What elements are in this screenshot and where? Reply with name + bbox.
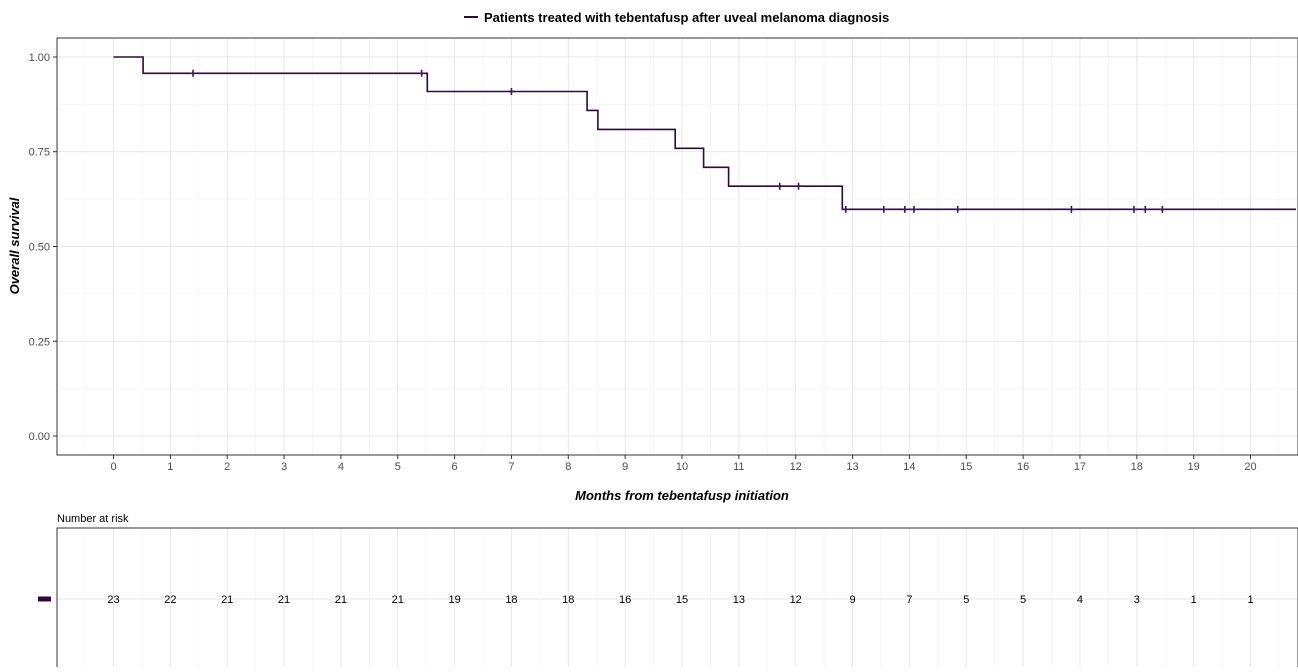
censor-mark: [901, 205, 909, 213]
x-tick-label: 7: [508, 461, 514, 473]
y-axis-title: Overall survival: [7, 197, 22, 294]
at-risk-count: 4: [1077, 594, 1083, 606]
censor-mark: [1130, 205, 1138, 213]
strata-color-key: [38, 596, 51, 602]
at-risk-count: 23: [107, 594, 119, 606]
at-risk-count: 7: [906, 594, 912, 606]
x-tick-label: 18: [1131, 461, 1143, 473]
at-risk-count: 5: [1020, 594, 1026, 606]
censor-mark: [1158, 205, 1166, 213]
x-tick-label: 20: [1244, 461, 1256, 473]
x-tick-label: 14: [903, 461, 915, 473]
at-risk-count: 5: [963, 594, 969, 606]
y-tick-label: 0.75: [29, 147, 50, 159]
risk-table-title: Number at risk: [57, 513, 129, 525]
x-tick-label: 17: [1074, 461, 1086, 473]
censor-mark: [1067, 205, 1075, 213]
at-risk-count: 9: [849, 594, 855, 606]
censor-mark: [1141, 205, 1149, 213]
at-risk-count: 21: [221, 594, 233, 606]
censor-mark: [776, 182, 784, 190]
at-risk-count: 16: [619, 594, 631, 606]
legend-label: Patients treated with tebentafusp after …: [484, 10, 889, 25]
x-tick-label: 0: [110, 461, 116, 473]
censor-mark: [507, 87, 515, 95]
at-risk-count: 3: [1134, 594, 1140, 606]
at-risk-count: 18: [505, 594, 517, 606]
at-risk-count: 1: [1247, 594, 1253, 606]
x-tick-label: 2: [224, 461, 230, 473]
legend: Patients treated with tebentafusp after …: [464, 10, 889, 25]
x-tick-label: 10: [676, 461, 688, 473]
x-tick-label: 1: [167, 461, 173, 473]
censor-mark: [795, 182, 803, 190]
censor-mark: [842, 205, 850, 213]
at-risk-count: 13: [733, 594, 745, 606]
censor-mark: [954, 205, 962, 213]
x-tick-label: 3: [281, 461, 287, 473]
censor-mark: [910, 205, 918, 213]
x-tick-label: 16: [1017, 461, 1029, 473]
x-tick-label: 12: [790, 461, 802, 473]
y-tick-label: 0.00: [29, 431, 50, 443]
risk-table-background: [57, 528, 1298, 669]
at-risk-count: 19: [448, 594, 460, 606]
y-tick-label: 0.25: [29, 336, 50, 348]
at-risk-count: 22: [164, 594, 176, 606]
y-tick-label: 0.50: [29, 242, 50, 254]
x-tick-label: 5: [395, 461, 401, 473]
survival-panel: 0 1 2 3 4 5 6 7 8 9 10 11 12 13 14 15 16 17 18 19 200.000.25…: [29, 37, 1298, 473]
x-tick-label: 19: [1188, 461, 1200, 473]
at-risk-count: 18: [562, 594, 574, 606]
at-risk-count: 1: [1191, 594, 1197, 606]
risk-table: 23 22 21 21 21 21 19 18 18 16 15 13 12 9 7 5 5 4 3 1 1: [38, 527, 1298, 670]
y-tick-label: 1.00: [29, 52, 50, 64]
at-risk-count: 12: [790, 594, 802, 606]
censor-mark: [189, 69, 197, 77]
x-tick-label: 11: [733, 461, 744, 473]
survival-curve: [113, 56, 1296, 211]
at-risk-count: 21: [392, 594, 404, 606]
censor-mark: [880, 205, 888, 213]
x-tick-label: 9: [622, 461, 628, 473]
x-tick-label: 4: [338, 461, 344, 473]
x-tick-label: 15: [960, 461, 972, 473]
at-risk-count: 21: [278, 594, 290, 606]
x-tick-label: 13: [846, 461, 858, 473]
x-axis-title: Months from tebentafusp initiation: [575, 488, 789, 503]
at-risk-count: 15: [676, 594, 688, 606]
x-tick-label: 6: [452, 461, 458, 473]
at-risk-count: 21: [335, 594, 347, 606]
censor-mark: [418, 69, 426, 77]
plot-panel-border: [56, 37, 1298, 456]
x-tick-label: 8: [565, 461, 571, 473]
